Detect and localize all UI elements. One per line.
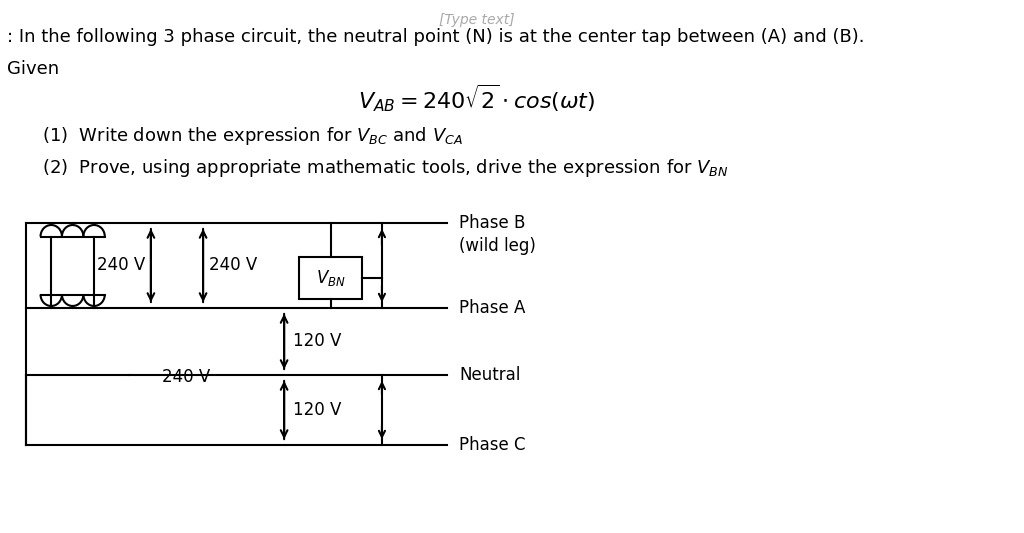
Text: Neutral: Neutral [459, 366, 520, 384]
Text: 240 V: 240 V [162, 367, 210, 385]
Text: $V_{BN}$: $V_{BN}$ [315, 268, 345, 288]
Text: (2)  Prove, using appropriate mathematic tools, drive the expression for $V_{BN}: (2) Prove, using appropriate mathematic … [42, 157, 728, 179]
Text: $V_{AB} = 240\sqrt{2} \cdot cos(\omega t)$: $V_{AB} = 240\sqrt{2} \cdot cos(\omega t… [358, 82, 596, 114]
Text: 240 V: 240 V [209, 256, 257, 274]
Text: (1)  Write down the expression for $V_{BC}$ and $V_{CA}$: (1) Write down the expression for $V_{BC… [42, 125, 463, 147]
Text: [Type text]: [Type text] [439, 13, 515, 27]
Text: Phase B: Phase B [459, 214, 525, 232]
Text: 240 V: 240 V [97, 256, 145, 274]
Text: Given: Given [7, 60, 59, 78]
Text: 120 V: 120 V [294, 401, 342, 419]
Text: (wild leg): (wild leg) [459, 237, 537, 255]
Text: 120 V: 120 V [294, 333, 342, 351]
FancyBboxPatch shape [299, 257, 362, 299]
Text: : In the following 3 phase circuit, the neutral point (N) is at the center tap b: : In the following 3 phase circuit, the … [7, 28, 865, 46]
Text: Phase A: Phase A [459, 299, 525, 317]
Text: Phase C: Phase C [459, 436, 525, 454]
